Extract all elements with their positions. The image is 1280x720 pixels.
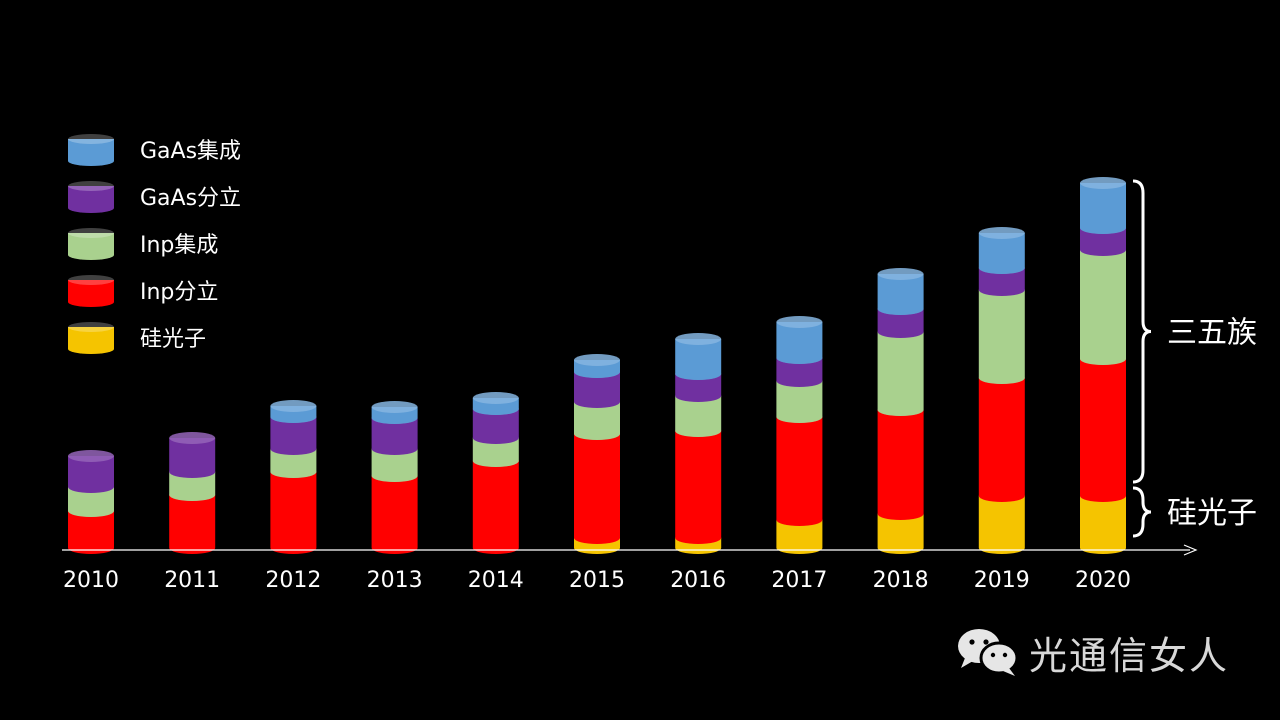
- bar-stack-2015: [574, 354, 620, 554]
- bar-stack-2016: [675, 333, 722, 554]
- bar-inp-discrete-2015: [574, 428, 620, 544]
- bar-inp-discrete-2013: [371, 470, 418, 554]
- legend-swatch: [68, 275, 114, 307]
- x-tick-label-2017: 2017: [771, 568, 827, 593]
- legend-swatch: [68, 228, 114, 260]
- bar-stack-2017: [776, 316, 823, 554]
- legend-label: 硅光子: [140, 327, 206, 352]
- x-tick-label-2014: 2014: [468, 568, 524, 593]
- brace-icon: [1132, 486, 1152, 538]
- bar-gaas-integrated-2019: [978, 227, 1025, 274]
- bar-inp-discrete-2012: [270, 466, 317, 554]
- bar-gaas-integrated-2013: [371, 401, 418, 425]
- legend-label: GaAs集成: [140, 139, 241, 164]
- legend-item-gaas-discrete: GaAs分立: [68, 181, 241, 213]
- bar-inp-discrete-2014: [472, 455, 519, 554]
- x-tick-label-2013: 2013: [367, 568, 423, 593]
- legend-swatch: [68, 322, 114, 354]
- bar-gaas-discrete-2010: [68, 450, 114, 493]
- bar-inp-discrete-2016: [675, 425, 722, 544]
- x-tick-labels: 2010 2011 2012 2013 2014 2015 2016 2017 2018 2019…: [63, 568, 1131, 593]
- x-tick-label-2016: 2016: [670, 568, 726, 593]
- bar-stack-2019: [978, 227, 1025, 554]
- legend-item-gaas-integrated: GaAs集成: [68, 134, 241, 166]
- x-axis: [62, 544, 1198, 556]
- bar-inp-discrete-2017: [776, 411, 823, 526]
- x-tick-label-2010: 2010: [63, 568, 119, 593]
- bar-gaas-integrated-2014: [472, 392, 519, 416]
- bar-gaas-integrated-2015: [574, 354, 620, 378]
- bar-stack-2013: [371, 401, 418, 554]
- legend-item-inp-discrete: Inp分立: [68, 275, 218, 307]
- bar-inp-discrete-2020: [1080, 353, 1126, 502]
- bar-inp-integrated-2020: [1080, 244, 1126, 365]
- legend-item-inp-integrated: Inp集成: [68, 228, 218, 260]
- bar-gaas-discrete-2011: [169, 432, 216, 479]
- bar-stack-2010: [68, 450, 114, 554]
- bar-inp-discrete-2018: [877, 404, 924, 520]
- watermark-text: 光通信女人: [1029, 633, 1230, 678]
- brace-icon: [1132, 179, 1152, 484]
- brace-label: 硅光子: [1167, 496, 1257, 531]
- bar-stack-2020: [1080, 177, 1126, 554]
- legend-label: Inp集成: [140, 233, 218, 258]
- bar-gaas-integrated-2020: [1080, 177, 1126, 234]
- watermark: 光通信女人: [955, 622, 1229, 682]
- bar-inp-integrated-2018: [877, 326, 924, 416]
- bar-stack-2014: [472, 392, 519, 554]
- bar-inp-discrete-2019: [978, 372, 1025, 502]
- x-tick-label-2020: 2020: [1075, 568, 1131, 593]
- bar-inp-integrated-2019: [978, 284, 1025, 384]
- bar-stack-2011: [169, 432, 216, 554]
- bars: [68, 177, 1126, 554]
- x-tick-label-2019: 2019: [974, 568, 1030, 593]
- brace-label: 三五族: [1167, 316, 1257, 351]
- x-tick-label-2011: 2011: [164, 568, 220, 593]
- bar-stack-2012: [270, 400, 317, 554]
- legend-swatch: [68, 181, 114, 213]
- annotation-iii-v: 三五族: [1132, 179, 1257, 484]
- x-tick-label-2012: 2012: [265, 568, 321, 593]
- legend-label: Inp分立: [140, 280, 218, 305]
- x-tick-label-2018: 2018: [873, 568, 929, 593]
- bar-stack-2018: [877, 268, 924, 554]
- legend-swatch: [68, 134, 114, 166]
- bar-gaas-integrated-2018: [877, 268, 924, 315]
- annotation-silicon-photonics: 硅光子: [1132, 486, 1257, 538]
- bar-gaas-integrated-2012: [270, 400, 317, 423]
- legend-item-silicon-photonics: 硅光子: [68, 322, 206, 354]
- bar-gaas-integrated-2016: [675, 333, 722, 380]
- wechat-icon: [958, 629, 1019, 676]
- bar-gaas-integrated-2017: [776, 316, 823, 364]
- x-axis-arrow-icon: [1183, 544, 1198, 556]
- legend-label: GaAs分立: [140, 186, 241, 211]
- x-tick-label-2015: 2015: [569, 568, 625, 593]
